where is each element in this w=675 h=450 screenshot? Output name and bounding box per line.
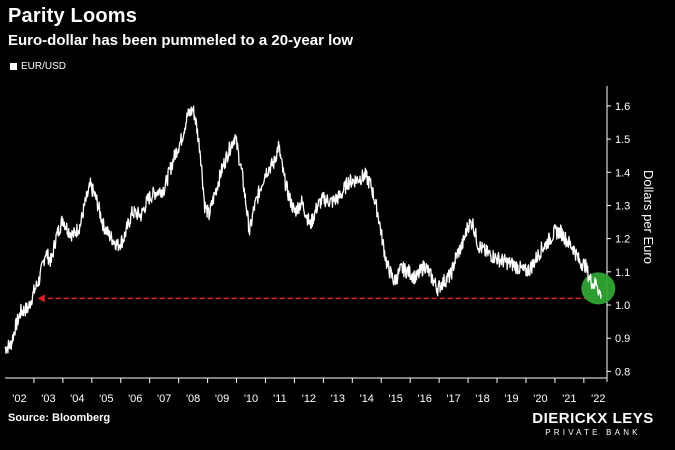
y-tick-label: 1.3 <box>615 200 630 212</box>
x-tick-label: '05 <box>99 393 113 405</box>
y-tick-label: 1.0 <box>615 300 630 312</box>
y-tick-label: 1.4 <box>615 167 630 179</box>
x-tick-label: '12 <box>302 393 316 405</box>
legend: EUR/USD <box>10 61 66 72</box>
x-tick-label: '16 <box>417 393 431 405</box>
brand-subtitle: PRIVATE BANK <box>545 428 641 437</box>
x-tick-label: '18 <box>475 393 489 405</box>
x-tick-label: '19 <box>504 393 518 405</box>
chart-title: Parity Looms <box>8 5 138 27</box>
x-tick-label: '09 <box>215 393 229 405</box>
x-tick-label: '20 <box>533 393 547 405</box>
y-tick-label: 0.8 <box>615 366 630 378</box>
chart-subtitle: Euro-dollar has been pummeled to a 20-ye… <box>8 32 354 49</box>
x-tick-label: '17 <box>446 393 460 405</box>
brand-logo: DIERICKX LEYS PRIVATE BANK <box>528 410 658 437</box>
x-tick-label: '03 <box>41 393 55 405</box>
x-tick-label: '11 <box>273 393 287 405</box>
series-line-eur-usd <box>4 105 602 354</box>
x-tick-label: '06 <box>128 393 142 405</box>
x-tick-label: '02 <box>12 393 26 405</box>
y-axis-title: Dollars per Euro <box>641 170 656 264</box>
x-tick-label: '15 <box>389 393 403 405</box>
brand-name: DIERICKX LEYS <box>532 410 654 427</box>
y-tick-label: 1.2 <box>615 234 630 246</box>
x-tick-label: '13 <box>331 393 345 405</box>
y-tick-label: 0.9 <box>615 333 630 345</box>
x-tick-label: '10 <box>244 393 258 405</box>
y-tick-label: 1.6 <box>615 101 630 113</box>
y-tick-label: 1.5 <box>615 134 630 146</box>
x-tick-label: '21 <box>562 393 576 405</box>
reference-arrow-head <box>37 294 45 303</box>
source-note: Source: Bloomberg <box>8 412 111 424</box>
x-tick-label: '22 <box>591 393 605 405</box>
x-tick-label: '14 <box>360 393 374 405</box>
x-tick-label: '07 <box>157 393 171 405</box>
highlight-circle <box>581 272 616 305</box>
legend-label: EUR/USD <box>21 61 67 72</box>
legend-swatch <box>10 63 17 70</box>
x-tick-label: '04 <box>70 393 84 405</box>
y-tick-label: 1.1 <box>615 267 630 279</box>
x-tick-label: '08 <box>186 393 200 405</box>
